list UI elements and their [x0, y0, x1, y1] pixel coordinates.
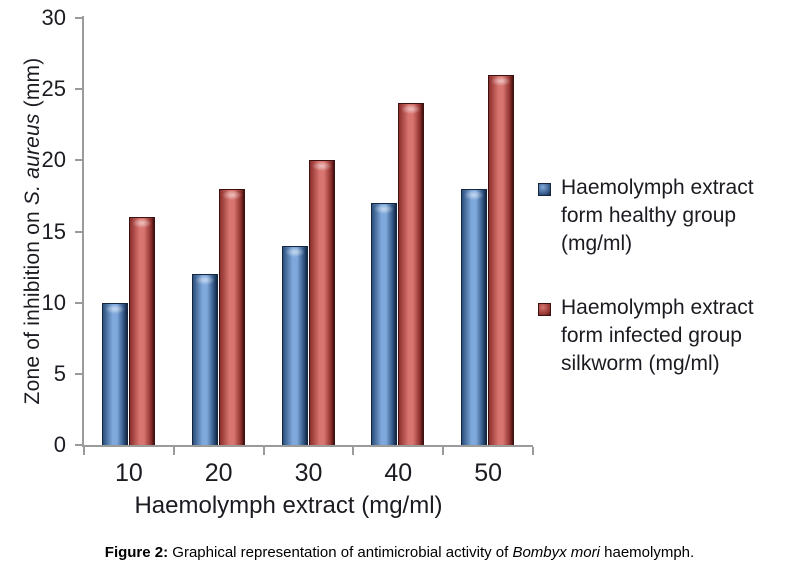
figure-caption-text-1: Graphical representation of antimicrobia…: [168, 544, 513, 561]
x-axis-tick: [262, 447, 265, 455]
legend-label-healthy: Haemolymph extract form healthy group (m…: [561, 176, 754, 255]
x-tick-label: 20: [204, 459, 233, 487]
figure-caption: Figure 2: Graphical representation of an…: [0, 544, 799, 561]
x-axis-line: [82, 445, 533, 447]
bar-healthy-10: [101, 302, 128, 445]
bar-healthy-20: [191, 274, 218, 445]
legend-swatch-infected: [538, 303, 551, 316]
y-tick-label: 20: [41, 147, 66, 173]
bar-infected-40: [398, 103, 425, 445]
plot-area: [82, 16, 533, 447]
x-axis-tick: [442, 447, 445, 455]
y-tick-label: 30: [41, 5, 66, 30]
y-tick-label: 5: [53, 360, 66, 386]
x-axis-tick: [83, 447, 85, 455]
x-axis-tick: [532, 447, 534, 455]
x-axis-tick: [172, 447, 175, 455]
y-axis-tick: [75, 88, 84, 91]
legend-item-infected: Haemolymph extract form infected group s…: [538, 294, 798, 378]
x-tick-label: 50: [474, 459, 502, 487]
bar-healthy-40: [371, 203, 398, 445]
y-axis-tick: [75, 372, 84, 375]
y-axis-tick: [75, 230, 84, 233]
bar-infected-20: [218, 188, 245, 445]
figure-caption-italic: Bombyx mori: [512, 544, 600, 561]
y-tick-label: 15: [41, 218, 66, 244]
y-axis-tick: [75, 17, 84, 19]
bar-infected-50: [488, 74, 515, 445]
figure-caption-text-2: haemolymph.: [599, 544, 695, 561]
bar-healthy-50: [461, 188, 488, 445]
legend: Haemolymph extract form healthy group (m…: [538, 174, 798, 378]
x-axis-tick: [352, 447, 355, 455]
y-tick-label: 10: [41, 289, 66, 315]
y-axis-tick: [75, 444, 84, 446]
bar-infected-30: [308, 160, 335, 445]
bar-infected-10: [128, 217, 155, 445]
x-axis-title: Haemolymph extract (mg/ml): [134, 492, 443, 519]
x-tick-label: 10: [114, 459, 143, 487]
figure-caption-label: Figure 2:: [104, 544, 169, 561]
y-tick-label: 0: [53, 432, 66, 457]
bar-healthy-30: [281, 245, 308, 445]
legend-label-infected: Haemolymph extract form infected group s…: [561, 296, 754, 375]
y-axis-tick: [75, 301, 84, 304]
y-axis-tick: [75, 159, 84, 162]
x-tick-label: 40: [384, 459, 413, 487]
legend-item-healthy: Haemolymph extract form healthy group (m…: [538, 174, 798, 258]
legend-swatch-healthy: [538, 183, 551, 196]
x-tick-label: 30: [294, 459, 323, 487]
y-tick-label: 25: [41, 76, 66, 102]
